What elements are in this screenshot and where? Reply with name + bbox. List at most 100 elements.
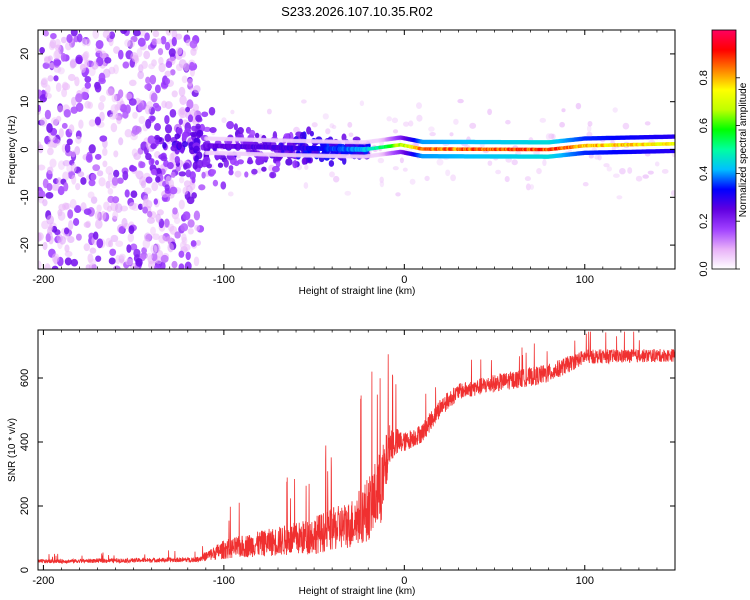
heatmap-cell [128,98,137,106]
heatmap-cell [175,47,183,56]
heatmap-cell [167,242,174,253]
heatmap-cell [247,156,253,164]
heatmap-cell [453,118,459,125]
snr-y-tick-label: 600 [19,369,31,387]
heatmap-cell [145,176,153,184]
spectrogram-xlabel: Height of straight line (km) [299,286,416,297]
heatmap-cell [130,243,138,251]
heatmap-cell [44,109,52,120]
heatmap-cell [92,164,101,172]
heatmap-cell [76,33,83,43]
heatmap-cell [118,253,126,260]
heatmap-cell [67,209,74,219]
heatmap-cell [195,123,201,130]
heatmap-cell [88,258,97,265]
heatmap-cell [145,76,151,84]
heatmap-cell [45,191,54,199]
heatmap-cell [424,175,430,182]
heatmap-cell [53,59,62,66]
heatmap-cell [561,108,566,113]
heatmap-cell [44,263,51,269]
snr-axes: -200 -100 0 100 0 200 400 600 [19,330,676,587]
heatmap-cell [251,168,258,175]
heatmap-cell [80,177,87,185]
heatmap-cell [525,183,531,191]
heatmap-cell [168,48,176,57]
heatmap-cell [130,190,138,199]
heatmap-cell [171,260,178,269]
heatmap-cell [416,114,423,122]
heatmap-cell [147,135,156,145]
heatmap-cell [111,93,118,103]
heatmap-cell [190,47,197,56]
heatmap-cell [96,204,102,213]
heatmap-cell [38,104,42,113]
heatmap-cell [181,233,187,243]
heatmap-cell [672,142,675,146]
heatmap-cell [149,115,156,122]
heatmap-cell [661,168,669,174]
heatmap-cell [603,163,610,168]
heatmap-cell [586,131,593,138]
heatmap-cell [150,158,155,165]
heatmap-cell [144,32,150,41]
heatmap-cell [71,96,77,107]
heatmap-cell [150,92,158,103]
snr-xlabel: Height of straight line (km) [299,586,416,597]
heatmap-cell [210,169,217,175]
heatmap-cell [70,106,78,114]
heatmap-cell [524,176,531,182]
heatmap-cell [90,173,97,181]
heatmap-cell [399,157,404,164]
heatmap-cell [75,93,83,103]
heatmap-cell [85,264,91,269]
heatmap-cell [237,127,244,135]
snr-x-tick-label: -100 [213,575,235,587]
spectrogram-y-tick-label: -10 [19,189,31,205]
heatmap-cell [124,189,130,198]
heatmap-cell [155,256,162,265]
heatmap-cell [230,109,235,115]
heatmap-cell [348,132,354,138]
heatmap-cell [301,157,307,165]
heatmap-cell [228,165,234,171]
heatmap-cell [196,129,204,137]
heatmap-cell [187,228,194,235]
heatmap-cell [164,114,170,125]
heatmap-cell [178,176,185,184]
heatmap-cell [125,92,133,100]
snr-x-tick-label: 0 [401,575,407,587]
colorbar-gradient [711,29,737,270]
heatmap-cell [72,218,80,226]
heatmap-cell [428,126,435,132]
heatmap-cell [114,203,123,214]
heatmap-cell [51,253,60,264]
heatmap-cell [94,153,102,160]
heatmap-cell [110,122,118,133]
heatmap-cell [120,30,128,34]
heatmap-cell [170,171,176,178]
heatmap-cell [38,164,46,171]
heatmap-cell [139,176,146,187]
heatmap-cell [61,88,68,98]
heatmap-cell [98,101,105,111]
heatmap-cell [154,159,160,166]
heatmap-cell [178,263,185,269]
heatmap-cell [64,143,71,153]
heatmap-cell [136,48,143,58]
heatmap-cell [193,210,201,221]
heatmap-cell [217,162,224,168]
heatmap-cell [128,79,137,87]
heatmap-cell [185,106,191,113]
heatmap-cell [42,241,48,251]
heatmap-cell [416,102,422,109]
heatmap-cell [156,167,162,175]
heatmap-cell [379,180,385,188]
spectrogram-x-tick-label: -200 [32,274,54,286]
heatmap-cell [108,240,114,248]
heatmap-cell [185,251,191,261]
heatmap-cell [588,154,594,159]
heatmap-cell [41,220,49,230]
heatmap-cell [201,111,209,118]
